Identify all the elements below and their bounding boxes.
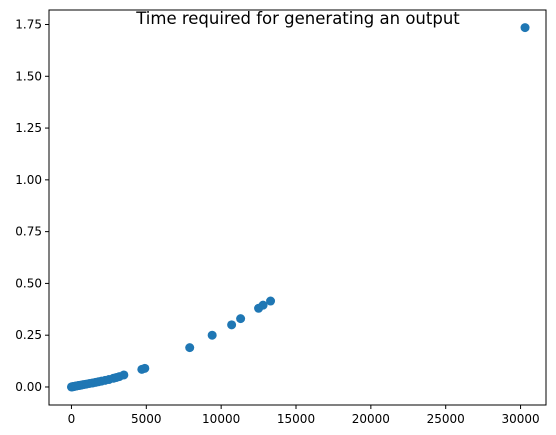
data-point	[227, 320, 237, 330]
x-tick-label: 25000	[427, 412, 465, 426]
y-tick-label: 1.50	[15, 69, 42, 83]
x-axis: 0 5000 10000 15000 20000 25000 30000	[68, 405, 540, 426]
y-tick-label: 1.75	[15, 17, 42, 31]
x-tick-label: 15000	[277, 412, 315, 426]
chart-title: Time required for generating an output	[135, 9, 460, 28]
x-tick-label: 0	[68, 412, 76, 426]
data-point	[207, 330, 217, 340]
y-tick-label: 1.25	[15, 121, 42, 135]
y-tick-label: 1.00	[15, 173, 42, 187]
x-tick-label: 5000	[131, 412, 162, 426]
data-point	[258, 300, 268, 310]
data-point	[266, 296, 276, 306]
y-tick-label: 0.00	[15, 380, 42, 394]
data-point	[185, 343, 195, 353]
x-tick-label: 20000	[352, 412, 390, 426]
x-tick-label: 10000	[202, 412, 240, 426]
y-tick-label: 0.25	[15, 328, 42, 342]
data-point	[119, 370, 129, 380]
data-point	[236, 314, 246, 324]
plot-frame	[48, 9, 547, 406]
data-point	[140, 363, 150, 373]
y-tick-label: 0.50	[15, 276, 42, 290]
data-point	[520, 23, 530, 33]
y-axis: 0.00 0.25 0.50 0.75 1.00 1.25 1.50 1.75	[15, 17, 49, 394]
y-tick-label: 0.75	[15, 225, 42, 239]
data-points	[66, 23, 530, 392]
x-tick-label: 30000	[501, 412, 539, 426]
